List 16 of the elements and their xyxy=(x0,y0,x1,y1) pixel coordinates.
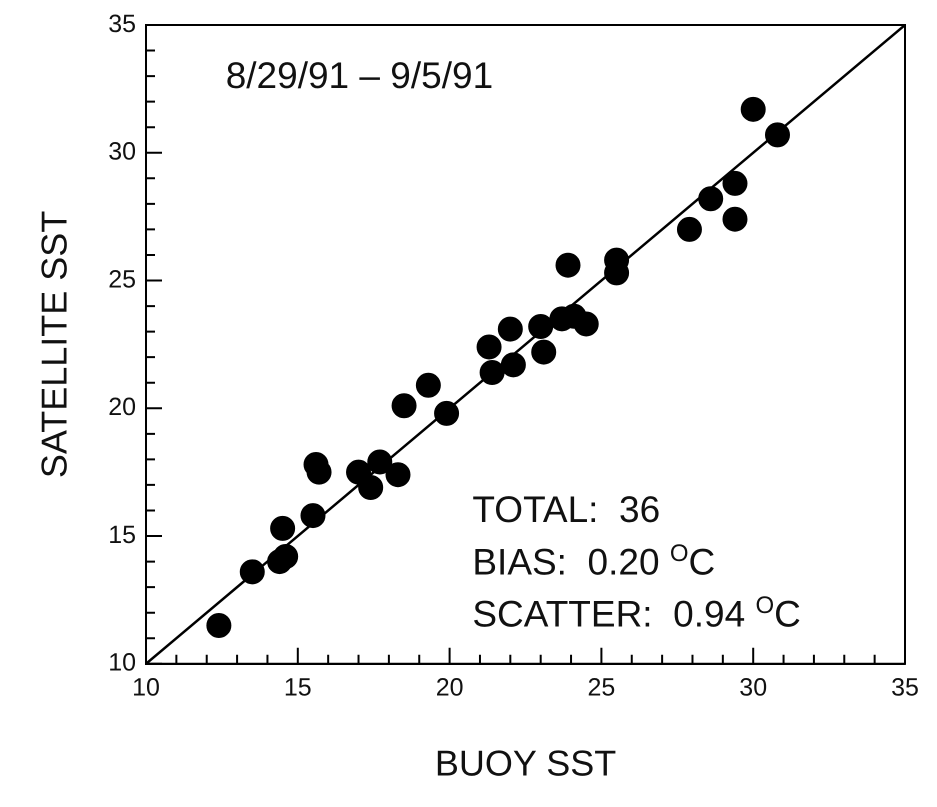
x-tick-label: 30 xyxy=(739,674,768,702)
y-tick-label: 35 xyxy=(108,10,136,38)
x-axis-title: BUOY SST xyxy=(434,742,616,784)
annotation: TOTAL: 36 xyxy=(472,489,660,530)
annotation: SCATTER: 0.94 $^{O}$C xyxy=(472,592,801,634)
annotation: BIAS: 0.20 $^{O}$C xyxy=(472,540,716,583)
y-tick-label: 25 xyxy=(108,265,136,294)
x-tick-label: 35 xyxy=(891,674,919,702)
y-tick-label: 15 xyxy=(108,520,136,549)
y-tick-label: 30 xyxy=(108,138,136,166)
y-axis-title: SATELLITE SST xyxy=(34,210,75,478)
x-tick-label: 15 xyxy=(284,674,312,702)
y-tick-label: 20 xyxy=(108,393,136,422)
annotation: 8/29/91 – 9/5/91 xyxy=(226,54,494,96)
x-tick-label: 25 xyxy=(587,674,616,702)
x-tick-label: 20 xyxy=(436,674,464,702)
